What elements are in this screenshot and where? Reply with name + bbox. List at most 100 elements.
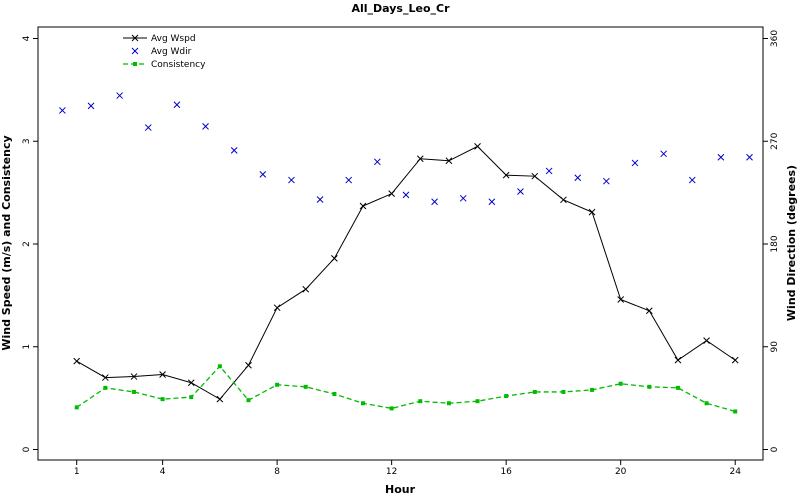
avg-wdir-point bbox=[459, 194, 467, 202]
avg-wspd-point bbox=[359, 202, 367, 210]
x-tick-label: 16 bbox=[500, 467, 512, 477]
consistency-point bbox=[647, 384, 652, 389]
left-y-tick-label: 3 bbox=[22, 138, 32, 144]
avg-wdir-point bbox=[230, 147, 238, 154]
avg-wdir-point bbox=[402, 191, 410, 199]
avg-wdir-point bbox=[545, 167, 553, 175]
right-y-tick-label: 270 bbox=[770, 132, 780, 149]
legend-label: Avg Wspd bbox=[151, 34, 196, 44]
consistency-point bbox=[446, 401, 451, 406]
avg-wdir-point bbox=[173, 101, 181, 109]
series-avg-wspd bbox=[73, 143, 739, 403]
right-y-axis: 0 90 180 270 360 bbox=[763, 30, 780, 452]
series-layer bbox=[59, 92, 753, 414]
right-y-tick-label: 90 bbox=[770, 341, 780, 353]
avg-wdir-point bbox=[59, 107, 66, 114]
avg-wspd-point bbox=[187, 379, 195, 387]
legend-item: Consistency bbox=[123, 60, 206, 70]
avg-wspd-point bbox=[731, 356, 739, 364]
avg-wspd-point bbox=[560, 196, 567, 204]
left-y-tick-label: 2 bbox=[22, 241, 32, 247]
consistency-point bbox=[389, 406, 394, 411]
avg-wspd-point bbox=[617, 296, 625, 303]
x-tick-label: 12 bbox=[386, 467, 397, 477]
avg-wdir-point bbox=[517, 188, 524, 195]
chart-title: All_Days_Leo_Cr bbox=[351, 2, 450, 15]
right-y-tick-label: 0 bbox=[770, 446, 780, 452]
legend-marker bbox=[131, 34, 139, 42]
avg-wdir-point bbox=[288, 176, 295, 184]
avg-wspd-line bbox=[76, 145, 736, 400]
x-tick-label: 1 bbox=[74, 467, 80, 477]
consistency-point bbox=[160, 397, 165, 402]
consistency-point bbox=[532, 389, 537, 394]
consistency-point bbox=[361, 401, 366, 406]
legend-label: Consistency bbox=[151, 60, 206, 70]
avg-wspd-point bbox=[302, 285, 310, 293]
left-y-tick-label: 1 bbox=[22, 344, 32, 350]
left-axis-title: Wind Speed (m/s) and Consistency bbox=[0, 135, 13, 350]
avg-wdir-point bbox=[631, 159, 639, 167]
x-axis: 1 4 8 12 16 20 24 bbox=[74, 460, 741, 477]
consistency-point bbox=[590, 387, 595, 392]
avg-wspd-point bbox=[331, 255, 338, 262]
consistency-point bbox=[475, 399, 480, 404]
right-y-tick-label: 180 bbox=[770, 235, 780, 252]
legend-marker bbox=[131, 47, 139, 55]
avg-wspd-point bbox=[703, 337, 710, 344]
avg-wdir-point bbox=[488, 198, 496, 206]
avg-wdir-point bbox=[202, 123, 209, 130]
consistency-point bbox=[103, 385, 108, 390]
avg-wspd-point bbox=[588, 208, 596, 216]
avg-wspd-point bbox=[273, 304, 281, 312]
avg-wspd-point bbox=[216, 395, 224, 403]
avg-wspd-point bbox=[645, 307, 653, 315]
avg-wdir-point bbox=[87, 102, 95, 110]
avg-wspd-point bbox=[502, 171, 510, 179]
consistency-point bbox=[131, 389, 136, 394]
avg-wspd-point bbox=[445, 157, 453, 165]
avg-wdir-point bbox=[603, 177, 610, 185]
consistency-point bbox=[217, 364, 222, 369]
consistency-point bbox=[675, 385, 680, 390]
avg-wspd-point bbox=[159, 371, 166, 378]
consistency-point bbox=[303, 384, 308, 389]
avg-wspd-point bbox=[130, 373, 138, 380]
avg-wdir-point bbox=[316, 196, 324, 203]
avg-wspd-point bbox=[245, 361, 252, 369]
avg-wdir-point bbox=[660, 150, 667, 158]
consistency-point bbox=[275, 382, 280, 387]
avg-wdir-point bbox=[431, 198, 438, 206]
avg-wspd-point bbox=[416, 155, 424, 163]
consistency-point bbox=[332, 392, 337, 397]
x-tick-label: 20 bbox=[615, 467, 627, 477]
consistency-point bbox=[418, 399, 423, 404]
legend-item: Avg Wspd bbox=[123, 34, 196, 44]
avg-wspd-point bbox=[531, 172, 539, 180]
consistency-point bbox=[561, 389, 566, 394]
consistency-point bbox=[618, 381, 623, 386]
legend-box bbox=[121, 33, 201, 73]
right-axis-title: Wind Direction (degrees) bbox=[785, 165, 798, 321]
avg-wdir-point bbox=[144, 124, 152, 131]
consistency-point bbox=[74, 405, 79, 410]
avg-wdir-point bbox=[688, 176, 696, 184]
left-y-tick-label: 4 bbox=[22, 35, 32, 41]
series-avg-wdir bbox=[59, 92, 753, 206]
left-y-axis: 0 1 2 3 4 bbox=[22, 35, 38, 452]
avg-wdir-point bbox=[746, 153, 753, 161]
consistency-line bbox=[76, 365, 736, 413]
legend-marker bbox=[133, 62, 137, 66]
right-y-tick-label: 360 bbox=[770, 30, 780, 47]
consistency-point bbox=[504, 394, 509, 399]
avg-wdir-point bbox=[345, 176, 353, 184]
avg-wspd-point bbox=[674, 356, 682, 364]
series-consistency bbox=[74, 364, 738, 414]
avg-wdir-point bbox=[574, 174, 582, 182]
consistency-point bbox=[704, 401, 709, 406]
x-tick-label: 4 bbox=[160, 467, 166, 477]
x-tick-label: 8 bbox=[274, 467, 280, 477]
consistency-point bbox=[733, 409, 738, 414]
legend: Avg Wspd Avg Wdir Consistency bbox=[121, 33, 206, 73]
